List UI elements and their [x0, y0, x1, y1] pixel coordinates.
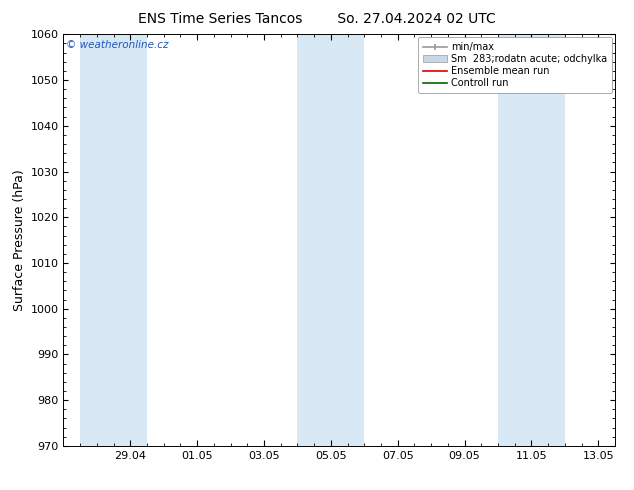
- Y-axis label: Surface Pressure (hPa): Surface Pressure (hPa): [13, 169, 26, 311]
- Text: ENS Time Series Tancos        So. 27.04.2024 02 UTC: ENS Time Series Tancos So. 27.04.2024 02…: [138, 12, 496, 26]
- Text: © weatheronline.cz: © weatheronline.cz: [66, 41, 169, 50]
- Bar: [498, 34, 565, 446]
- Legend: min/max, Sm  283;rodatn acute; odchylka, Ensemble mean run, Controll run: min/max, Sm 283;rodatn acute; odchylka, …: [418, 37, 612, 93]
- Bar: [80, 34, 147, 446]
- Bar: [297, 34, 365, 446]
